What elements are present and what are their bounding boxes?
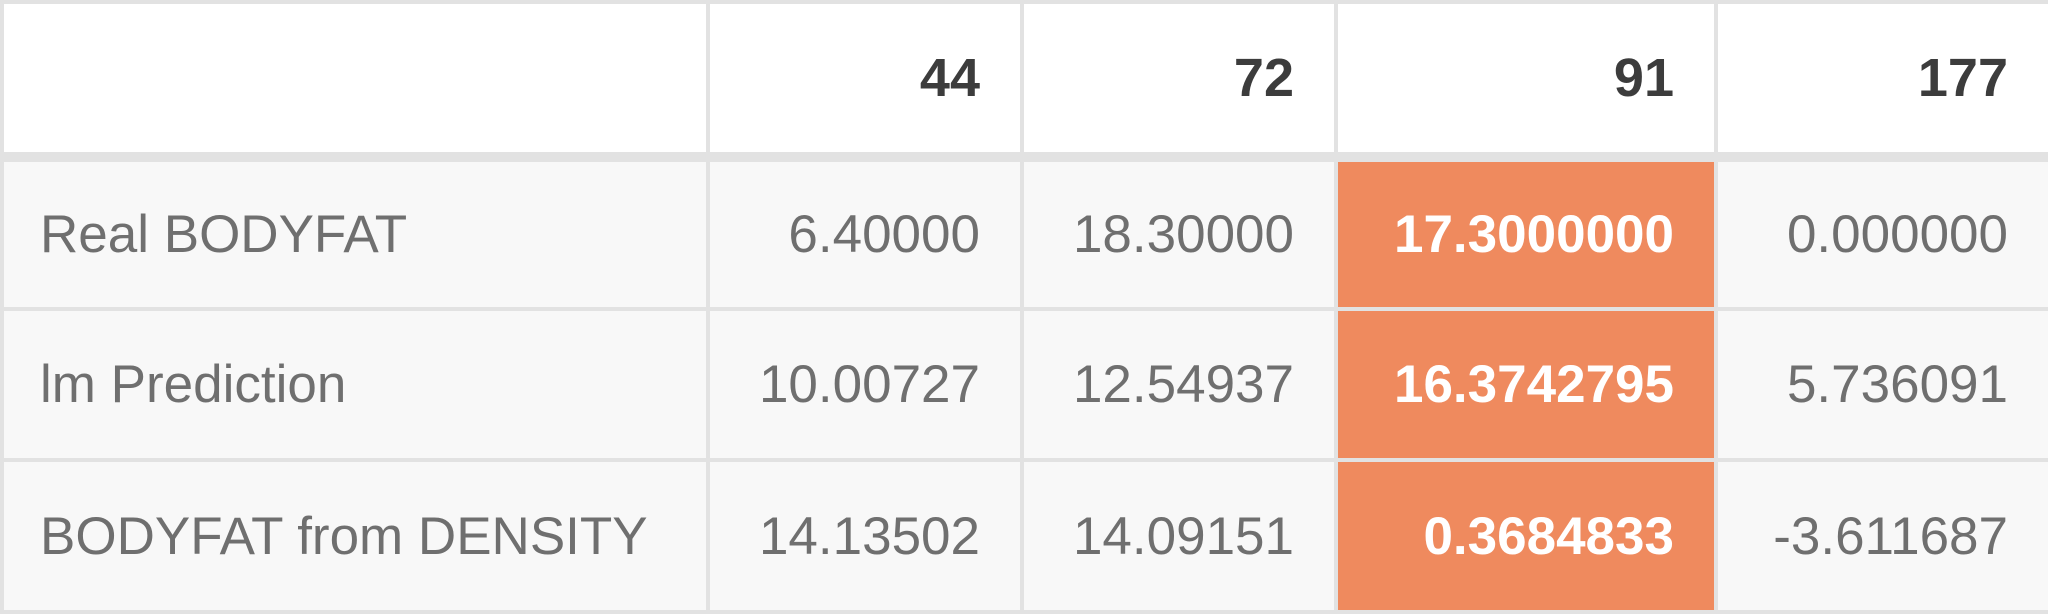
header-cell-72: 72 xyxy=(1020,0,1338,162)
table-cell: 10.00727 xyxy=(706,306,1024,463)
table-row: BODYFAT from DENSITY 14.13502 14.09151 0… xyxy=(0,458,2048,614)
table-header: 44 72 91 177 xyxy=(0,0,2048,162)
table-cell: 0.000000 xyxy=(1714,155,2048,311)
header-row: 44 72 91 177 xyxy=(0,0,2048,162)
header-cell-44: 44 xyxy=(706,0,1024,162)
table-cell: 5.736091 xyxy=(1714,306,2048,463)
row-label-lm-prediction: lm Prediction xyxy=(0,306,710,463)
table-row: lm Prediction 10.00727 12.54937 16.37427… xyxy=(0,306,2048,463)
row-label-real-bodyfat: Real BODYFAT xyxy=(0,155,710,311)
table-cell: 12.54937 xyxy=(1020,306,1338,463)
table-cell: 6.40000 xyxy=(706,155,1024,311)
table-cell: 18.30000 xyxy=(1020,155,1338,311)
header-cell-empty xyxy=(0,0,710,162)
table-cell: -3.611687 xyxy=(1714,458,2048,614)
table-row: Real BODYFAT 6.40000 18.30000 17.3000000… xyxy=(0,155,2048,311)
highlighted-cell: 0.3684833 xyxy=(1334,458,1718,614)
header-cell-177: 177 xyxy=(1714,0,2048,162)
table-cell: 14.09151 xyxy=(1020,458,1338,614)
highlighted-cell: 17.3000000 xyxy=(1334,155,1718,311)
header-cell-91: 91 xyxy=(1334,0,1718,162)
table-body: Real BODYFAT 6.40000 18.30000 17.3000000… xyxy=(0,155,2048,614)
highlighted-cell: 16.3742795 xyxy=(1334,306,1718,463)
row-label-bodyfat-from-density: BODYFAT from DENSITY xyxy=(0,458,710,614)
table-cell: 14.13502 xyxy=(706,458,1024,614)
